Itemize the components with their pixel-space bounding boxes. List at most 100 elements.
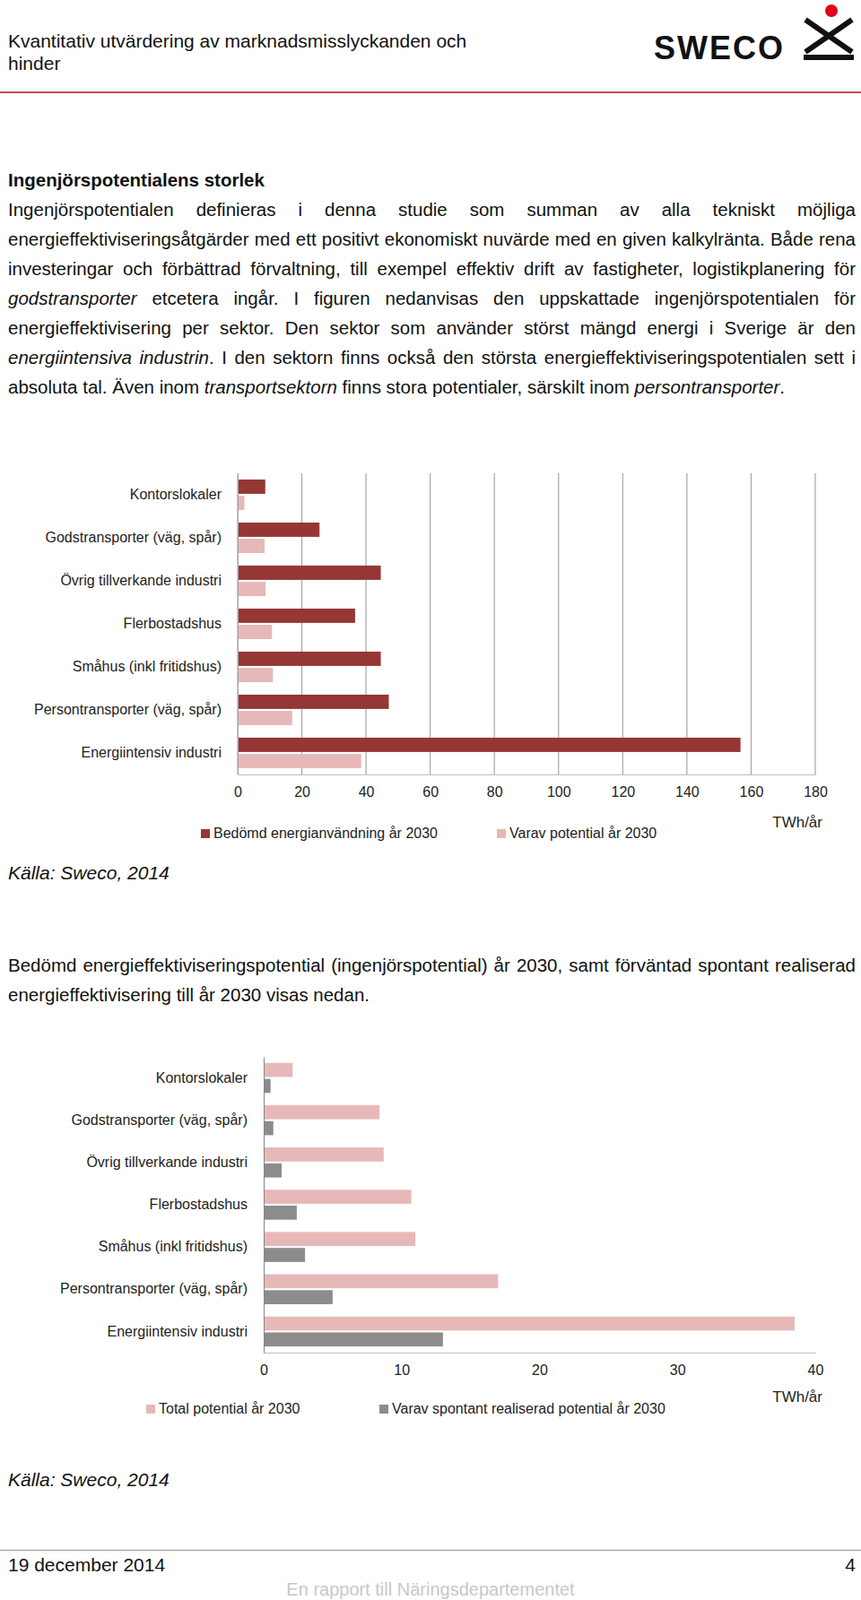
- paragraph-run: .: [779, 376, 785, 398]
- legend-label: Varav spontant realiserad potential år 2…: [391, 1401, 666, 1418]
- y-tick-label: Småhus (inkl fritidshus): [72, 659, 222, 675]
- y-tick-label: Kontorslokaler: [130, 487, 223, 503]
- bar: [237, 582, 266, 597]
- y-axis: Kontorslokaler Godstransporter (väg, spår…: [34, 474, 238, 776]
- x-axis: 0 10 20 30 40: [260, 1353, 824, 1379]
- paragraph-run: godstransporter: [8, 287, 138, 309]
- x-tick: 180: [803, 774, 828, 801]
- legend-swatch: [200, 829, 210, 839]
- bar: [237, 754, 362, 769]
- bar: [237, 479, 266, 495]
- y-tick: Flerbostadshus: [149, 1197, 264, 1213]
- x-tick: 0: [260, 1353, 269, 1379]
- paragraph-run: persontransporter: [634, 376, 781, 398]
- grid-line: [686, 473, 688, 775]
- y-tick-label: Flerbostadshus: [123, 616, 222, 632]
- x-tick-label: 140: [675, 784, 700, 801]
- x-axis-line: [238, 774, 817, 776]
- x-tick: 100: [547, 774, 572, 801]
- y-tick-label: Småhus (inkl fritidshus): [98, 1239, 248, 1255]
- y-tick: Energiintensiv industri: [106, 1324, 264, 1340]
- y-tick-label: Persontransporter (väg, spår): [34, 702, 222, 718]
- bar: [263, 1063, 293, 1079]
- x-axis-title: TWh/år: [772, 814, 823, 832]
- logo-dot: [825, 4, 838, 18]
- bar: [237, 565, 382, 581]
- bar: [263, 1317, 795, 1332]
- bar: [263, 1121, 274, 1137]
- x-tick-label: 0: [260, 1363, 269, 1379]
- x-tick: 60: [422, 774, 439, 801]
- y-tick-label: Övrig tillverkande industri: [60, 573, 222, 589]
- y-tick-label: Godstransporter (väg, spår): [70, 1113, 248, 1129]
- x-tick: 160: [739, 774, 765, 801]
- x-tick: 120: [610, 774, 635, 801]
- x-tick: 40: [358, 774, 375, 801]
- x-tick: 80: [487, 774, 504, 801]
- x-axis-title: TWh/år: [772, 1389, 823, 1407]
- bar: [237, 608, 356, 624]
- grid-line: [622, 473, 624, 775]
- grid: [237, 473, 816, 775]
- x-tick-label: 80: [487, 784, 504, 801]
- x-tick-label: 60: [422, 784, 439, 801]
- bar: [237, 695, 390, 710]
- x-tick: 20: [294, 774, 311, 801]
- y-tick: Persontransporter (väg, spår): [34, 702, 238, 718]
- x-tick-label: 20: [294, 784, 311, 801]
- heading: Ingenjörspotentialens storlek: [8, 165, 856, 195]
- x-tick: 10: [393, 1353, 410, 1379]
- x-axis-line: [264, 1353, 817, 1355]
- source: Källa: Sweco, 2014: [8, 861, 170, 886]
- footer-note: En rapport till Näringsdepartementet: [0, 1579, 861, 1600]
- y-tick: Småhus (inkl fritidshus): [98, 1239, 264, 1255]
- paragraph: Ingenjörspotentialen definieras i denna …: [8, 194, 856, 402]
- bar: [263, 1164, 282, 1179]
- legend-label: Total potential år 2030: [158, 1401, 301, 1418]
- paragraph-run: Ingenjörspotentialen definieras i denna …: [8, 199, 856, 279]
- x-tick-label: 30: [669, 1363, 687, 1379]
- x-tick: 20: [531, 1353, 548, 1379]
- bar: [263, 1079, 271, 1095]
- y-tick: Kontorslokaler: [130, 487, 238, 503]
- header-title-line: Kvantitativ utvärdering av marknadsmissl…: [8, 29, 467, 53]
- footer-date: 19 december 2014: [8, 1554, 166, 1578]
- bar: [237, 522, 320, 538]
- y-tick-label: Persontransporter (väg, spår): [60, 1281, 248, 1297]
- grid-line: [429, 473, 431, 775]
- y-axis-line: [263, 1058, 265, 1355]
- header-title: Kvantitativ utvärdering av marknadsmissl…: [8, 29, 467, 75]
- grid-line: [301, 473, 303, 775]
- legend-label: Bedömd energianvändning år 2030: [213, 826, 438, 842]
- bar: [263, 1206, 297, 1221]
- paragraph-run: energiintensiva industrin: [8, 347, 209, 368]
- bar: [263, 1148, 384, 1163]
- x-tick-label: 40: [808, 1363, 825, 1379]
- y-tick-label: Energiintensiv industri: [106, 1324, 248, 1340]
- y-axis-line: [237, 474, 239, 776]
- logo-text: SWECO: [653, 29, 785, 67]
- header-rule: [0, 91, 861, 94]
- y-tick: Småhus (inkl fritidshus): [72, 659, 238, 675]
- y-tick-label: Godstransporter (väg, spår): [44, 530, 222, 546]
- footer-rule: [0, 1550, 861, 1552]
- x-axis: 020406080100120140160180: [234, 774, 828, 801]
- x-tick-label: 40: [358, 784, 375, 801]
- x-tick: 30: [669, 1353, 687, 1379]
- x-tick: 40: [808, 1353, 825, 1379]
- legend: Bedömd energianvändning år 2030Varav pot…: [200, 826, 657, 842]
- x-tick-label: 160: [739, 784, 765, 801]
- bar: [237, 495, 245, 511]
- grid-line: [365, 473, 367, 775]
- logo-shape: [803, 19, 854, 58]
- y-tick: Övrig tillverkande industri: [86, 1155, 264, 1171]
- bar: [263, 1248, 305, 1263]
- x-tick-label: 100: [547, 784, 572, 801]
- legend: Total potential år 2030 Varav spontant re…: [146, 1401, 666, 1418]
- legend-swatch: [379, 1405, 389, 1415]
- bar: [263, 1332, 444, 1348]
- paragraph-run: transportsektorn: [204, 376, 338, 398]
- paragraph: Bedömd energieffektiviseringspotential (…: [8, 950, 856, 1010]
- grid-line: [494, 473, 496, 775]
- y-tick: Persontransporter (väg, spår): [60, 1281, 264, 1297]
